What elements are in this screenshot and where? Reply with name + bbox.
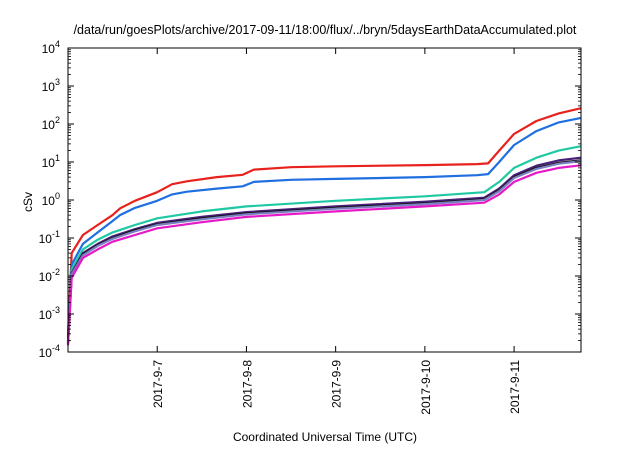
y-tick-label-exponent: -2 (52, 267, 60, 277)
y-tick-label-exponent: 2 (55, 115, 60, 125)
y-tick-label: 10-3 (39, 305, 60, 322)
y-tick-label: 100 (42, 191, 60, 208)
y-tick-label: 10-1 (39, 229, 60, 246)
y-tick-label-exponent: -3 (52, 305, 60, 315)
chart-title: /data/run/goesPlots/archive/2017-09-11/1… (74, 23, 577, 37)
x-tick-label: 2017-9-10 (419, 360, 433, 415)
x-tick-label: 2017-9-7 (151, 360, 165, 408)
y-tick-label: 104 (42, 39, 60, 56)
series-line-2 (66, 116, 582, 337)
y-tick-label-exponent: 4 (55, 39, 60, 49)
y-tick-label: 10-4 (39, 343, 60, 360)
y-tick-label: 102 (42, 115, 60, 132)
y-tick-label-exponent: 1 (55, 153, 60, 163)
x-axis-label: Coordinated Universal Time (UTC) (233, 430, 417, 444)
y-tick-label: 101 (42, 153, 60, 170)
y-tick-label-exponent: -4 (52, 343, 60, 353)
y-tick-label: 10-2 (39, 267, 60, 284)
series-line-1 (66, 107, 582, 334)
y-tick-label: 103 (42, 77, 60, 94)
x-tick-label: 2017-9-11 (508, 360, 522, 414)
plot-frame (67, 47, 582, 353)
x-tick-label: 2017-9-8 (240, 360, 254, 408)
y-tick-label-exponent: 3 (55, 77, 60, 87)
x-tick-label: 2017-9-9 (330, 360, 344, 408)
y-tick-label-exponent: 0 (55, 191, 60, 201)
series-line-6 (66, 160, 582, 345)
y-tick-label-exponent: -1 (52, 229, 60, 239)
series-group (66, 107, 582, 346)
y-axis-label: cSv (21, 192, 35, 212)
series-line-3 (66, 145, 582, 341)
series-line-7 (66, 164, 582, 346)
